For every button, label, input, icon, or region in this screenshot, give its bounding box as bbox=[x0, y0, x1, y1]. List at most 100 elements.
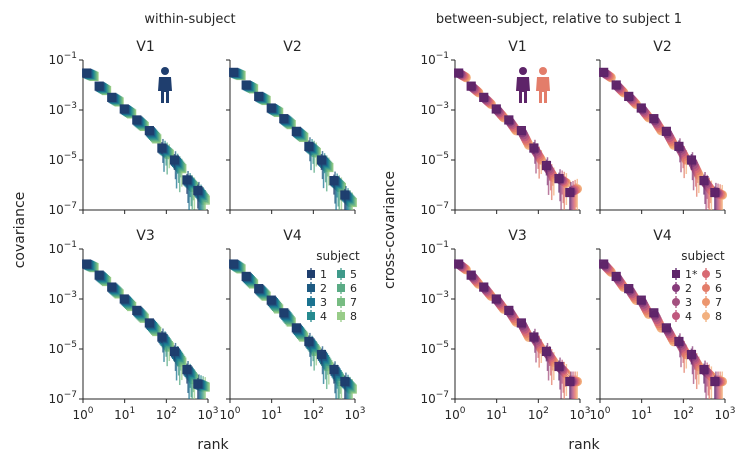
data-point-subject-1 bbox=[686, 155, 697, 165]
data-point-subject-1 bbox=[516, 318, 526, 328]
data-point-subject-1 bbox=[554, 174, 564, 184]
x-tick-label: 100 bbox=[72, 406, 93, 422]
person-pair-icon bbox=[516, 67, 550, 103]
data-point-subject-1 bbox=[182, 364, 192, 375]
x-tick-label: 101 bbox=[486, 406, 507, 422]
data-point-subject-1 bbox=[340, 190, 350, 200]
data-point-subject-1 bbox=[599, 67, 609, 77]
panel-title: V2 bbox=[283, 39, 301, 55]
panel-within-V1: V1 10−1 10−3 10−5 10−7 bbox=[48, 39, 210, 217]
legend-label: 3 bbox=[685, 296, 692, 309]
legend-marker bbox=[307, 284, 315, 292]
legend-marker bbox=[307, 298, 315, 306]
data-point-subject-1 bbox=[241, 80, 251, 90]
data-point-subject-1 bbox=[710, 376, 720, 387]
legend-marker bbox=[337, 284, 345, 292]
data-point-subject-1 bbox=[279, 114, 289, 124]
panel-between-V1: V1 10−1 10−3 10−5 10−7 bbox=[420, 39, 583, 217]
data-point-subject-1 bbox=[254, 91, 264, 101]
legend-label: 5 bbox=[350, 268, 357, 281]
data-point-subject-1 bbox=[516, 125, 526, 136]
data-point-subject-1 bbox=[699, 364, 709, 375]
data-point-subject-1 bbox=[565, 376, 575, 387]
data-point-subject-1 bbox=[454, 259, 464, 269]
data-point-subject-1 bbox=[291, 126, 301, 136]
legend-marker bbox=[307, 270, 315, 278]
data-point-subject-1 bbox=[329, 175, 339, 186]
data-point-subject-1 bbox=[479, 92, 489, 102]
y-tick-label: 10−3 bbox=[420, 101, 449, 117]
data-point-subject-1 bbox=[479, 282, 489, 292]
y-tick-label: 10−1 bbox=[48, 240, 77, 256]
panel-between-V4: V4 100 101 102 103 bbox=[589, 228, 735, 422]
legend-label: 4 bbox=[320, 310, 327, 323]
data-point-subject-1 bbox=[699, 175, 709, 186]
legend-marker bbox=[337, 298, 345, 306]
data-point-subject-1 bbox=[329, 364, 339, 375]
x-tick-label: 101 bbox=[631, 406, 652, 422]
data-point-subject-1 bbox=[686, 349, 697, 360]
data-point-subject-1 bbox=[599, 259, 609, 269]
panel-title: V4 bbox=[653, 228, 672, 244]
data-point-subject-1 bbox=[466, 270, 476, 280]
data-point-subject-1 bbox=[316, 155, 327, 165]
right-y-axis-label: cross-covariance bbox=[382, 171, 398, 289]
data-point-subject-1 bbox=[229, 67, 239, 77]
legend-marker bbox=[702, 270, 710, 278]
data-point-subject-1 bbox=[229, 259, 239, 269]
legend-label: 2 bbox=[320, 282, 327, 295]
y-tick-label: 10−5 bbox=[420, 151, 449, 167]
y-tick-label: 10−5 bbox=[48, 151, 77, 167]
data-point-subject-1 bbox=[649, 114, 659, 124]
data-point-subject-1 bbox=[491, 294, 501, 304]
data-point-subject-1 bbox=[169, 155, 180, 165]
y-tick-label: 10−1 bbox=[48, 51, 77, 67]
x-tick-label: 100 bbox=[589, 406, 610, 422]
data-point-subject-1 bbox=[316, 349, 327, 360]
data-point-subject-1 bbox=[94, 270, 104, 280]
data-point-subject-1 bbox=[636, 103, 646, 113]
data-point-subject-1 bbox=[491, 104, 501, 114]
legend-label: 4 bbox=[685, 310, 692, 323]
data-point-subject-1 bbox=[661, 323, 671, 333]
x-tick-label: 103 bbox=[344, 406, 365, 422]
data-point-subject-1 bbox=[674, 141, 684, 151]
legend-marker bbox=[337, 312, 345, 320]
data-point-subject-1 bbox=[119, 104, 129, 114]
x-tick-label: 102 bbox=[528, 406, 549, 422]
legend-label: 6 bbox=[715, 282, 722, 295]
data-point-subject-1 bbox=[144, 125, 154, 136]
data-point-subject-1 bbox=[94, 81, 104, 91]
person-single-icon bbox=[158, 67, 172, 103]
legend-marker bbox=[702, 312, 710, 320]
data-point-subject-1 bbox=[541, 160, 552, 171]
data-point-subject-1 bbox=[254, 284, 264, 294]
data-point-subject-1 bbox=[661, 126, 671, 136]
data-point-subject-1 bbox=[157, 143, 167, 153]
data-point-subject-1 bbox=[193, 379, 203, 389]
right-group-title: between-subject, relative to subject 1 bbox=[436, 12, 682, 27]
y-tick-label: 10−7 bbox=[48, 390, 77, 406]
data-point-subject-1 bbox=[674, 336, 684, 347]
legend-marker bbox=[672, 270, 680, 278]
data-point-subject-1 bbox=[304, 141, 314, 151]
data-point-subject-1 bbox=[266, 295, 276, 305]
panel-title: V1 bbox=[508, 39, 526, 55]
data-point-subject-1 bbox=[107, 92, 117, 102]
data-point-subject-1 bbox=[82, 259, 92, 269]
legend-title: subject bbox=[316, 249, 360, 263]
data-point-subject-1 bbox=[144, 318, 154, 328]
x-tick-label: 103 bbox=[569, 406, 590, 422]
legend-marker bbox=[672, 298, 680, 306]
legend-label: 8 bbox=[715, 310, 722, 323]
data-point-subject-1 bbox=[169, 346, 180, 357]
y-tick-label: 10−3 bbox=[48, 290, 77, 306]
data-point-subject-1 bbox=[291, 323, 301, 333]
legend-label: 1 bbox=[320, 268, 327, 281]
legend-label: 7 bbox=[350, 296, 357, 309]
data-point-subject-1 bbox=[241, 271, 251, 282]
